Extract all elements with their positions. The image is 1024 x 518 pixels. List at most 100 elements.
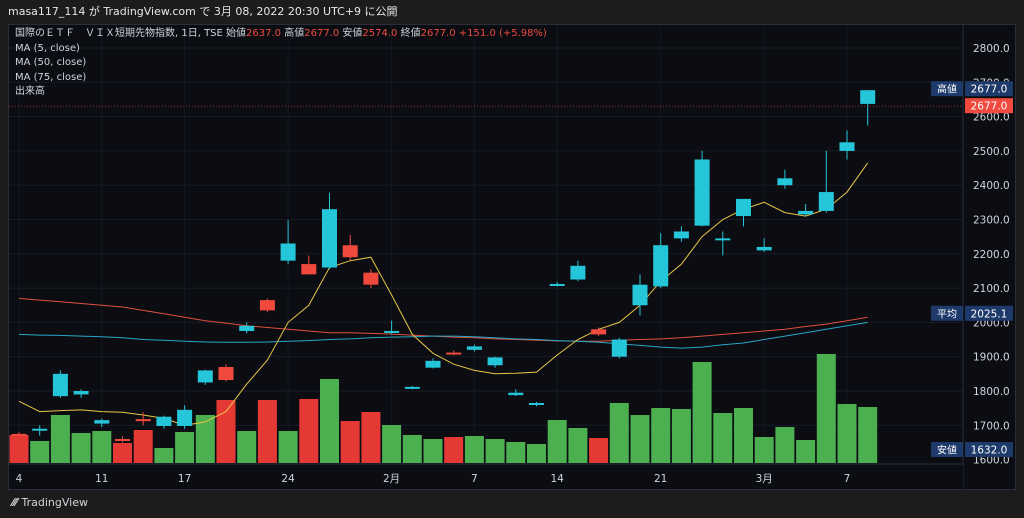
time-axis-bg — [9, 464, 963, 489]
volume-bar — [775, 427, 795, 463]
volume-bar — [402, 435, 422, 463]
price-tick-label: 2600.0 — [973, 112, 1010, 124]
price-tick-label: 2800.0 — [973, 43, 1010, 55]
volume-bar — [113, 443, 132, 463]
candle-body — [115, 439, 130, 442]
legend-ma75[interactable]: MA (75, close) — [15, 71, 87, 83]
tradingview-logo[interactable]: ⁄⁄⁄ TradingView — [12, 496, 88, 509]
time-tick-label: 17 — [178, 473, 191, 485]
volume-bar — [858, 407, 878, 463]
high-tag-value: 2677.0 — [971, 84, 1008, 96]
candle-body — [94, 420, 110, 424]
time-tick-label: 7 — [471, 473, 478, 485]
volume-bars — [9, 354, 878, 463]
volume-bar — [734, 408, 753, 463]
candle-body — [363, 272, 379, 285]
volume-bar — [651, 408, 671, 463]
time-tick-label: 14 — [551, 473, 565, 485]
volume-bar — [527, 444, 546, 463]
high-tag-label: 高値 — [937, 83, 957, 96]
volume-bar — [547, 420, 567, 463]
volume-bar — [278, 431, 298, 463]
legend-low-label: 安値 — [342, 28, 363, 39]
candle-body — [839, 142, 855, 151]
candle-body — [446, 352, 462, 355]
legend-ma50[interactable]: MA (50, close) — [15, 57, 87, 68]
candle-body — [508, 392, 524, 396]
price-tick-label: 2100.0 — [973, 283, 1010, 295]
volume-bar — [257, 400, 277, 463]
legend-open-label: 始値 — [226, 28, 247, 39]
avg-tag-value: 2025.1 — [971, 308, 1008, 320]
price-tick-label: 2400.0 — [973, 180, 1010, 192]
legend-ma5[interactable]: MA (5, close) — [15, 42, 80, 54]
volume-bar — [485, 439, 505, 463]
chart-area[interactable]: 1600.0 1700.0 1800.0 1900.0 2000.0 2100.0 2200… — [8, 24, 1016, 490]
time-tick-label: 7 — [844, 473, 851, 485]
candle-body — [11, 433, 27, 436]
chart-legend: 国際のＥＴＦ ＶＩＸ短期先物指数, 1日, TSE 始値2637.0 高値267… — [15, 27, 547, 100]
volume-bar — [816, 354, 836, 463]
price-tick-label: 2200.0 — [973, 249, 1010, 261]
candle-body — [259, 300, 275, 311]
volume-bar — [216, 400, 236, 463]
legend-symbol-row: 国際のＥＴＦ ＶＩＸ短期先物指数, 1日, TSE 始値2637.0 高値267… — [15, 27, 547, 42]
candle-body — [632, 284, 648, 306]
candle-body — [177, 409, 193, 426]
volume-bar — [713, 413, 733, 463]
tv-brand-text: TradingView — [21, 496, 88, 509]
volume-bar — [30, 441, 50, 463]
candle-body — [73, 391, 89, 395]
candle-body — [736, 198, 751, 217]
candle-body — [860, 90, 876, 104]
last-tag-value: 2677.0 — [971, 101, 1008, 113]
volume-bar — [195, 415, 215, 463]
volume-bar — [175, 432, 195, 463]
volume-bar — [837, 404, 857, 463]
candle-body — [197, 370, 213, 383]
price-tick-label: 1700.0 — [973, 420, 1010, 432]
volume-bar — [568, 428, 588, 463]
tv-logo-icon: ⁄⁄⁄ — [12, 496, 18, 509]
time-tick-label: 4 — [16, 473, 23, 485]
candle-body — [466, 346, 482, 350]
legend-open: 2637.0 — [246, 28, 282, 39]
price-tick-label: 1900.0 — [973, 352, 1010, 364]
volume-bar — [50, 415, 70, 463]
legend-low: 2574.0 — [362, 28, 398, 39]
candle-body — [135, 419, 151, 422]
candlestick-chart[interactable]: 1600.01700.01800.01900.02000.02100.02200… — [9, 25, 1015, 489]
candle-body — [384, 330, 400, 333]
high-tag-label-bg — [931, 81, 963, 97]
low-tag-label: 安値 — [937, 444, 957, 457]
grid-lines — [9, 25, 963, 463]
publish-header: masa117_114 が TradingView.com で 3月 08, 2… — [0, 0, 1024, 24]
time-axis: 4 11 17 24 2月 7 14 21 3月 7 — [9, 463, 963, 489]
time-tick-label: 2月 — [383, 473, 400, 485]
candle-body — [798, 210, 814, 215]
candle-body — [570, 265, 586, 280]
candle-body — [280, 243, 296, 261]
candles — [11, 90, 876, 443]
time-tick-label: 21 — [654, 473, 667, 485]
candle-body — [549, 283, 565, 286]
price-tick-label: 2500.0 — [973, 146, 1010, 158]
candle-body — [218, 366, 234, 381]
avg-tag-value-bg — [965, 305, 1013, 321]
high-tag-value-bg — [965, 81, 1013, 97]
candle-body — [156, 416, 172, 426]
volume-bar — [299, 399, 319, 463]
low-tag-value: 1632.0 — [971, 445, 1008, 457]
candle-body — [404, 386, 420, 389]
time-tick-label: 24 — [281, 473, 295, 485]
candle-body — [715, 238, 731, 241]
legend-volume[interactable]: 出来高 — [15, 86, 45, 97]
volume-bar — [671, 409, 691, 463]
volume-bar — [796, 440, 816, 463]
volume-bar — [154, 448, 174, 463]
candle-body — [322, 209, 337, 268]
last-tag-value-bg — [965, 98, 1013, 114]
volume-bar — [423, 439, 443, 463]
avg-tag-label: 平均 — [937, 308, 957, 320]
volume-bar — [630, 415, 650, 463]
